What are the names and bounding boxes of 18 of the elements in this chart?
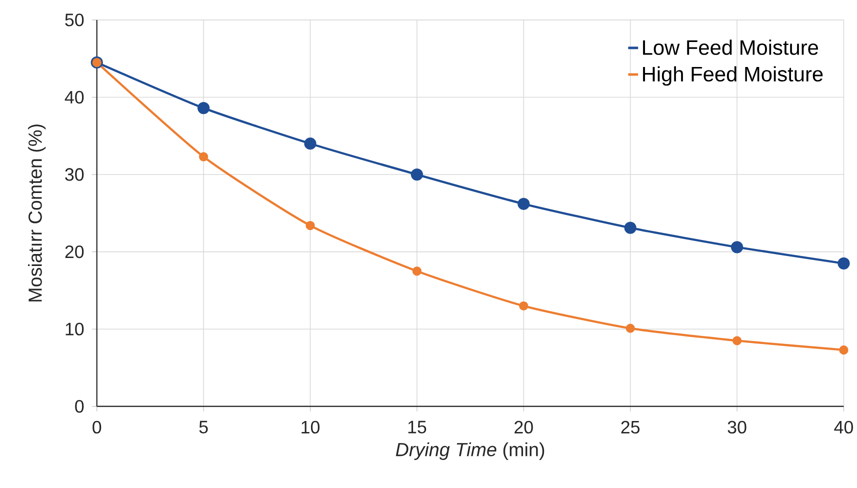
x-tick-label: 40	[834, 420, 853, 434]
y-tick-label: 20	[65, 245, 84, 258]
x-axis-title: Drying Time (min)	[396, 442, 544, 460]
x-tick-label: 20	[514, 420, 533, 434]
x-tick-label: 0	[92, 420, 102, 434]
y-tick-label: 40	[64, 90, 84, 104]
y-tick-label: 50	[65, 13, 84, 26]
x-tick-label: 10	[302, 420, 320, 434]
y-axis-title: Mosiatırr Comten (%)	[28, 124, 46, 302]
y-tick-label: 30	[65, 168, 84, 181]
legend-label: Low Feed Moisture	[643, 39, 818, 55]
y-tick-label: 0	[75, 400, 84, 413]
x-tick-label: 5	[199, 420, 208, 434]
x-tick-label: 15	[408, 420, 426, 434]
legend-label: High Feed Moisture	[643, 66, 823, 86]
x-tick-label: 30	[728, 420, 746, 434]
x-tick-label: 25	[621, 420, 640, 434]
y-tick-label: 10	[66, 322, 84, 336]
